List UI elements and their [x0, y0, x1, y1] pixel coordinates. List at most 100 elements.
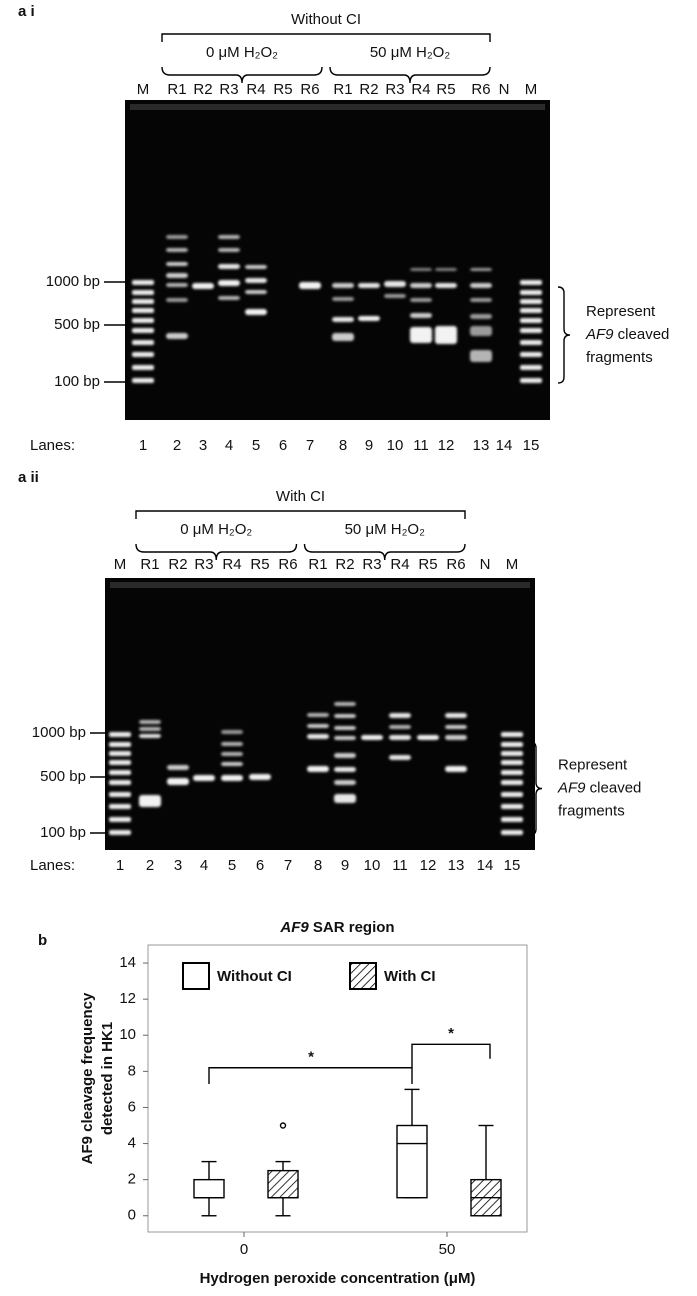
gel-band	[307, 734, 329, 739]
panel-label: a i	[18, 3, 35, 20]
significance-bracket	[208, 1067, 413, 1084]
gel-band	[384, 281, 406, 287]
lane-header: R3	[219, 81, 238, 98]
box	[193, 1178, 225, 1199]
lane-header: R5	[250, 556, 269, 573]
ladder-band	[520, 318, 542, 323]
x-tick-label: 50	[439, 1241, 456, 1258]
gel-band	[193, 775, 215, 781]
gel-bands	[132, 235, 542, 383]
ladder-band	[501, 760, 523, 765]
gel-band	[334, 726, 356, 730]
gel-band	[332, 283, 354, 288]
annotation: fragments	[558, 802, 625, 819]
y-tick-label: 4	[128, 1135, 136, 1152]
x-axis-label: Hydrogen peroxide concentration (μM)	[200, 1270, 476, 1287]
gel-band	[332, 333, 354, 341]
gel-band	[139, 795, 161, 807]
gel-wells	[110, 582, 530, 588]
lane-header: R2	[168, 556, 187, 573]
ladder-band	[520, 378, 542, 383]
chart-title: AF9 SAR region	[279, 919, 394, 936]
gel-band	[139, 727, 161, 731]
ladder-band	[132, 328, 154, 333]
gel-band	[445, 735, 467, 740]
significance-label: *	[308, 1049, 314, 1066]
lane-number: 5	[252, 437, 260, 454]
group-bracket	[329, 66, 491, 84]
lane-number: 13	[448, 857, 465, 874]
gel-band	[166, 248, 188, 252]
gel-bands	[109, 702, 523, 835]
lane-header: R4	[390, 556, 409, 573]
lane-number: 6	[279, 437, 287, 454]
y-tick-label: 0	[128, 1207, 136, 1224]
gel-wells	[130, 104, 545, 110]
lane-number: 3	[199, 437, 207, 454]
gel-band	[221, 730, 243, 734]
gel-band	[389, 735, 411, 740]
ladder-band	[109, 804, 131, 809]
gel-band	[245, 290, 267, 294]
ladder-band	[520, 352, 542, 357]
gel-band	[470, 314, 492, 319]
ladder-band	[501, 780, 523, 785]
gel-band	[334, 736, 356, 740]
gel-band	[166, 333, 188, 339]
y-tick-label: 10	[119, 1026, 136, 1043]
annotation: cleaved	[614, 326, 670, 343]
gel-band	[445, 725, 467, 729]
ladder-band	[501, 830, 523, 835]
annotation: Represent	[558, 756, 628, 773]
lane-number: 15	[523, 437, 540, 454]
lane-number: 8	[339, 437, 347, 454]
box	[267, 1169, 299, 1199]
group-bracket	[161, 66, 323, 84]
lane-header: N	[499, 81, 510, 98]
lane-header: R2	[193, 81, 212, 98]
x-tick-label: 0	[240, 1241, 248, 1258]
y-axis-label: AF9 cleavage frequency	[79, 992, 96, 1164]
gel-band	[389, 713, 411, 718]
gel-band	[221, 752, 243, 756]
ladder-band	[109, 817, 131, 822]
ladder-band	[109, 770, 131, 775]
annotation: cleaved	[586, 779, 642, 796]
lane-number: 4	[225, 437, 233, 454]
legend-swatch	[349, 962, 377, 990]
ladder-band	[501, 817, 523, 822]
lane-number: 11	[413, 437, 429, 454]
gel-band	[470, 283, 492, 288]
marker-label: 500 bp	[40, 768, 86, 785]
lane-header: M	[506, 556, 519, 573]
ladder-band	[520, 290, 542, 295]
panel-label: b	[38, 932, 47, 949]
annotation: Represent	[586, 303, 656, 320]
annotation: AF9 cleaved	[585, 326, 669, 343]
lane-header: R3	[385, 81, 404, 98]
lane-number: 9	[365, 437, 373, 454]
ladder-band	[501, 804, 523, 809]
ladder-band	[501, 732, 523, 737]
gel-band	[192, 283, 214, 289]
gel-band	[307, 766, 329, 772]
gel-band	[384, 294, 406, 298]
ladder-band	[501, 770, 523, 775]
gel-band	[221, 775, 243, 781]
gel-band	[166, 298, 188, 302]
ladder-band	[132, 365, 154, 370]
gel-band	[218, 248, 240, 252]
gel-band	[334, 794, 356, 803]
plot-frame	[147, 944, 528, 1233]
ladder-band	[109, 830, 131, 835]
lane-header: R2	[335, 556, 354, 573]
lane-header: R1	[167, 81, 186, 98]
lane-number: 12	[420, 857, 437, 874]
gel-band	[139, 720, 161, 724]
annotation: AF9 cleaved	[557, 779, 641, 796]
gel-band	[358, 283, 380, 288]
gel-band	[332, 317, 354, 322]
gel-band	[139, 734, 161, 738]
condition-label: Without CI	[291, 11, 361, 28]
gel-band	[389, 725, 411, 729]
